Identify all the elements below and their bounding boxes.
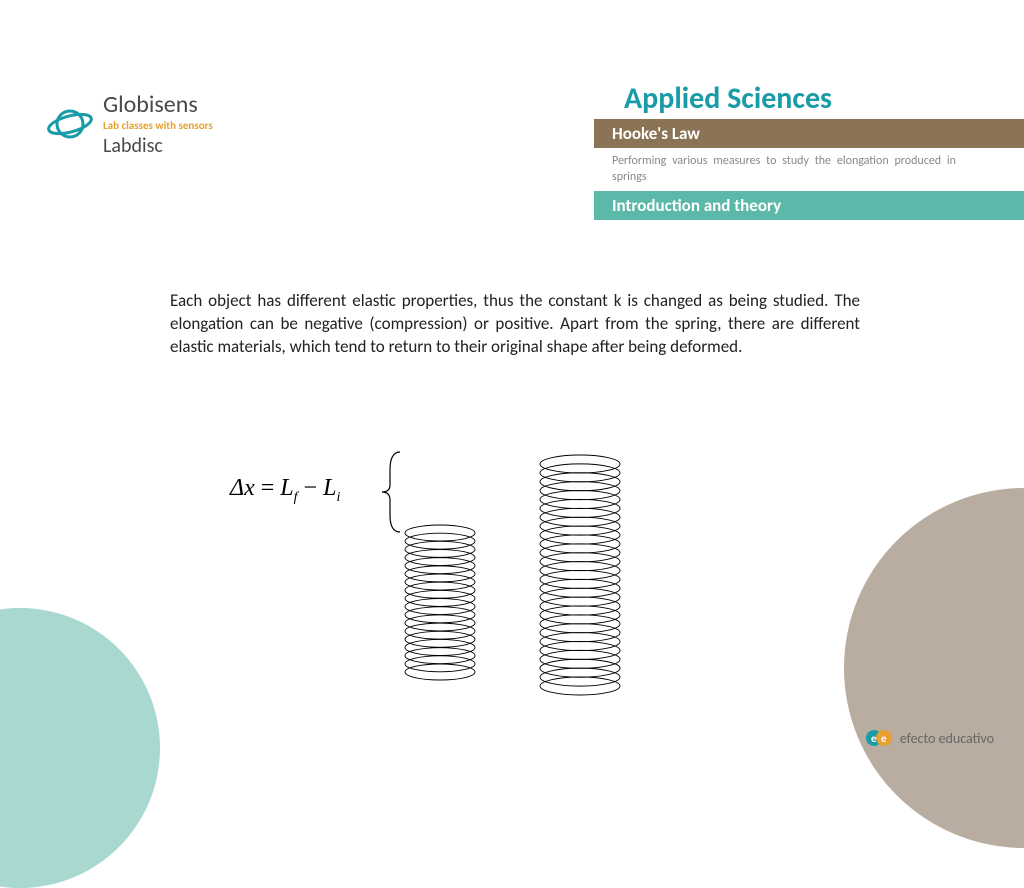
topic-bar: Hooke's Law	[594, 119, 1024, 148]
footer-text: efecto educativo	[900, 730, 994, 747]
tall-spring-icon	[530, 450, 630, 710]
logo-block: Globisens Lab classes with sensors Labdi…	[45, 90, 213, 158]
corner-decoration-gray	[844, 488, 1024, 848]
topic-description: Performing various measures to study the…	[594, 148, 974, 191]
svg-text:e: e	[871, 732, 877, 745]
brand-tagline: Lab classes with sensors	[103, 119, 213, 132]
body-paragraph: Each object has different elastic proper…	[170, 290, 860, 359]
spring-diagram: Δx = Lf − Li	[230, 450, 680, 710]
category-title: Applied Sciences	[594, 80, 1024, 117]
elongation-formula: Δx = Lf − Li	[230, 475, 340, 506]
section-bar: Introduction and theory	[594, 191, 1024, 220]
ee-icon: e e	[866, 728, 894, 748]
globe-icon	[45, 104, 95, 144]
brand-sub: Labdisc	[103, 134, 213, 158]
svg-text:e: e	[881, 732, 887, 745]
corner-decoration-teal	[0, 608, 160, 888]
short-spring-icon	[395, 520, 485, 695]
brand-name: Globisens	[103, 90, 213, 119]
footer-logo: e e efecto educativo	[866, 728, 994, 748]
header-block: Applied Sciences Hooke's Law Performing …	[594, 80, 1024, 220]
